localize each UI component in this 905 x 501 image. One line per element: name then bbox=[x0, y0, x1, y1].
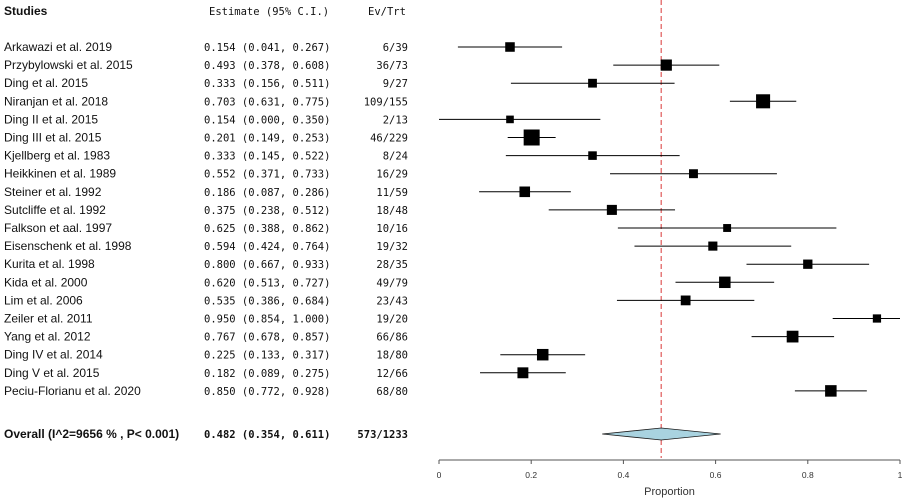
study-estimate: 0.850 (0.772, 0.928) bbox=[204, 386, 330, 398]
overall-estimate: 0.482 (0.354, 0.611) bbox=[204, 429, 330, 441]
point-estimate-marker bbox=[505, 42, 515, 52]
x-tick-label: 0.4 bbox=[617, 470, 629, 480]
study-events: 109/155 bbox=[364, 96, 408, 108]
study-events: 11/59 bbox=[376, 187, 408, 199]
study-events: 36/73 bbox=[376, 60, 408, 72]
point-estimate-marker bbox=[523, 129, 540, 146]
header-studies: Studies bbox=[4, 4, 48, 18]
point-estimate-marker bbox=[872, 314, 882, 323]
study-estimate: 0.333 (0.156, 0.511) bbox=[204, 78, 330, 90]
study-name: Ding et al. 2015 bbox=[4, 76, 88, 90]
study-name: Ding II et al. 2015 bbox=[4, 112, 98, 126]
point-estimate-marker bbox=[719, 276, 731, 289]
header-estimate: Estimate (95% C.I.) bbox=[209, 6, 329, 18]
study-events: 68/80 bbox=[376, 386, 408, 398]
study-name: Eisenschenk et al. 1998 bbox=[4, 239, 132, 253]
study-name: Steiner et al. 1992 bbox=[4, 185, 102, 199]
study-events: 8/24 bbox=[383, 151, 408, 163]
point-estimate-marker bbox=[756, 94, 771, 109]
study-name: Heikkinen et al. 1989 bbox=[4, 167, 116, 181]
x-tick-label: 0.2 bbox=[525, 470, 537, 480]
study-events: 6/39 bbox=[383, 42, 408, 54]
point-estimate-marker bbox=[588, 151, 597, 160]
point-estimate-marker bbox=[689, 169, 698, 179]
overall-diamond bbox=[602, 427, 721, 441]
point-estimate-marker bbox=[536, 348, 549, 361]
header-events: Ev/Trt bbox=[368, 6, 406, 18]
point-estimate-marker bbox=[680, 295, 691, 306]
study-name: Kjellberg et al. 1983 bbox=[4, 149, 110, 163]
point-estimate-marker bbox=[506, 115, 514, 124]
study-estimate: 0.950 (0.854, 1.000) bbox=[204, 314, 330, 326]
study-estimate: 0.225 (0.133, 0.317) bbox=[204, 350, 330, 362]
study-events: 19/20 bbox=[376, 314, 408, 326]
point-estimate-marker bbox=[519, 186, 531, 198]
study-estimate: 0.182 (0.089, 0.275) bbox=[204, 368, 330, 380]
study-estimate: 0.154 (0.000, 0.350) bbox=[204, 114, 330, 126]
study-rows: Arkawazi et al. 2019 0.154 (0.041, 0.267)… bbox=[4, 40, 408, 398]
study-events: 18/80 bbox=[376, 350, 408, 362]
study-name: Arkawazi et al. 2019 bbox=[4, 40, 112, 54]
x-tick-label: 0.8 bbox=[802, 470, 814, 480]
x-axis: 0 0.2 0.4 0.6 0.8 1 Proportion bbox=[437, 459, 903, 498]
study-events: 19/32 bbox=[376, 241, 408, 253]
study-name: Niranjan et al. 2018 bbox=[4, 94, 108, 108]
study-name: Yang et al. 2012 bbox=[4, 330, 91, 344]
x-tick-label: 1 bbox=[898, 470, 903, 480]
study-estimate: 0.535 (0.386, 0.684) bbox=[204, 295, 330, 307]
overall-row: Overall (I^2=9656 % , P< 0.001) 0.482 (0.… bbox=[4, 427, 721, 441]
study-name: Przybylowski et al. 2015 bbox=[4, 58, 133, 72]
point-estimate-marker bbox=[606, 204, 617, 215]
study-estimate: 0.594 (0.424, 0.764) bbox=[204, 241, 330, 253]
study-name: Falkson et aal. 1997 bbox=[4, 221, 112, 235]
study-estimate: 0.154 (0.041, 0.267) bbox=[204, 42, 330, 54]
x-axis-title: Proportion bbox=[644, 486, 695, 498]
study-events: 10/16 bbox=[376, 223, 408, 235]
study-events: 16/29 bbox=[376, 169, 408, 181]
study-name: Ding IV et al. 2014 bbox=[4, 348, 103, 362]
point-estimate-marker bbox=[588, 78, 597, 88]
point-estimate-marker bbox=[786, 330, 799, 343]
study-estimate: 0.625 (0.388, 0.862) bbox=[204, 223, 330, 235]
point-estimate-marker bbox=[660, 59, 672, 71]
study-estimate: 0.620 (0.513, 0.727) bbox=[204, 277, 330, 289]
study-events: 46/229 bbox=[370, 133, 408, 145]
study-events: 66/86 bbox=[376, 332, 408, 344]
study-name: Kurita et al. 1998 bbox=[4, 257, 95, 271]
study-events: 49/79 bbox=[376, 277, 408, 289]
study-estimate: 0.186 (0.087, 0.286) bbox=[204, 187, 330, 199]
x-tick-label: 0 bbox=[437, 470, 442, 480]
point-estimate-marker bbox=[803, 259, 813, 269]
study-events: 23/43 bbox=[376, 295, 408, 307]
study-name: Zeiler et al. 2011 bbox=[4, 312, 93, 326]
study-name: Ding V et al. 2015 bbox=[4, 366, 100, 380]
study-estimate: 0.493 (0.378, 0.608) bbox=[204, 60, 330, 72]
study-events: 9/27 bbox=[383, 78, 408, 90]
study-estimate: 0.800 (0.667, 0.933) bbox=[204, 259, 330, 271]
study-estimate: 0.375 (0.238, 0.512) bbox=[204, 205, 330, 217]
overall-label: Overall (I^2=9656 % , P< 0.001) bbox=[4, 427, 179, 441]
point-estimate-marker bbox=[825, 385, 837, 397]
study-name: Ding III et al. 2015 bbox=[4, 131, 102, 145]
point-estimate-marker bbox=[708, 241, 718, 251]
x-tick-label: 0.6 bbox=[710, 470, 722, 480]
study-name: Peciu-Florianu et al. 2020 bbox=[4, 384, 141, 398]
study-estimate: 0.703 (0.631, 0.775) bbox=[204, 96, 330, 108]
study-name: Sutcliffe et al. 1992 bbox=[4, 203, 106, 217]
study-events: 12/66 bbox=[376, 368, 408, 380]
study-name: Kida et al. 2000 bbox=[4, 275, 88, 289]
study-estimate: 0.201 (0.149, 0.253) bbox=[204, 133, 330, 145]
study-estimate: 0.552 (0.371, 0.733) bbox=[204, 169, 330, 181]
point-estimate-marker bbox=[517, 367, 529, 379]
overall-events: 573/1233 bbox=[357, 429, 408, 441]
study-events: 2/13 bbox=[383, 114, 408, 126]
plot-area bbox=[439, 0, 900, 458]
point-estimate-marker bbox=[723, 224, 732, 232]
study-name: Lim et al. 2006 bbox=[4, 293, 83, 307]
study-estimate: 0.333 (0.145, 0.522) bbox=[204, 151, 330, 163]
study-events: 28/35 bbox=[376, 259, 408, 271]
study-estimate: 0.767 (0.678, 0.857) bbox=[204, 332, 330, 344]
study-events: 18/48 bbox=[376, 205, 408, 217]
